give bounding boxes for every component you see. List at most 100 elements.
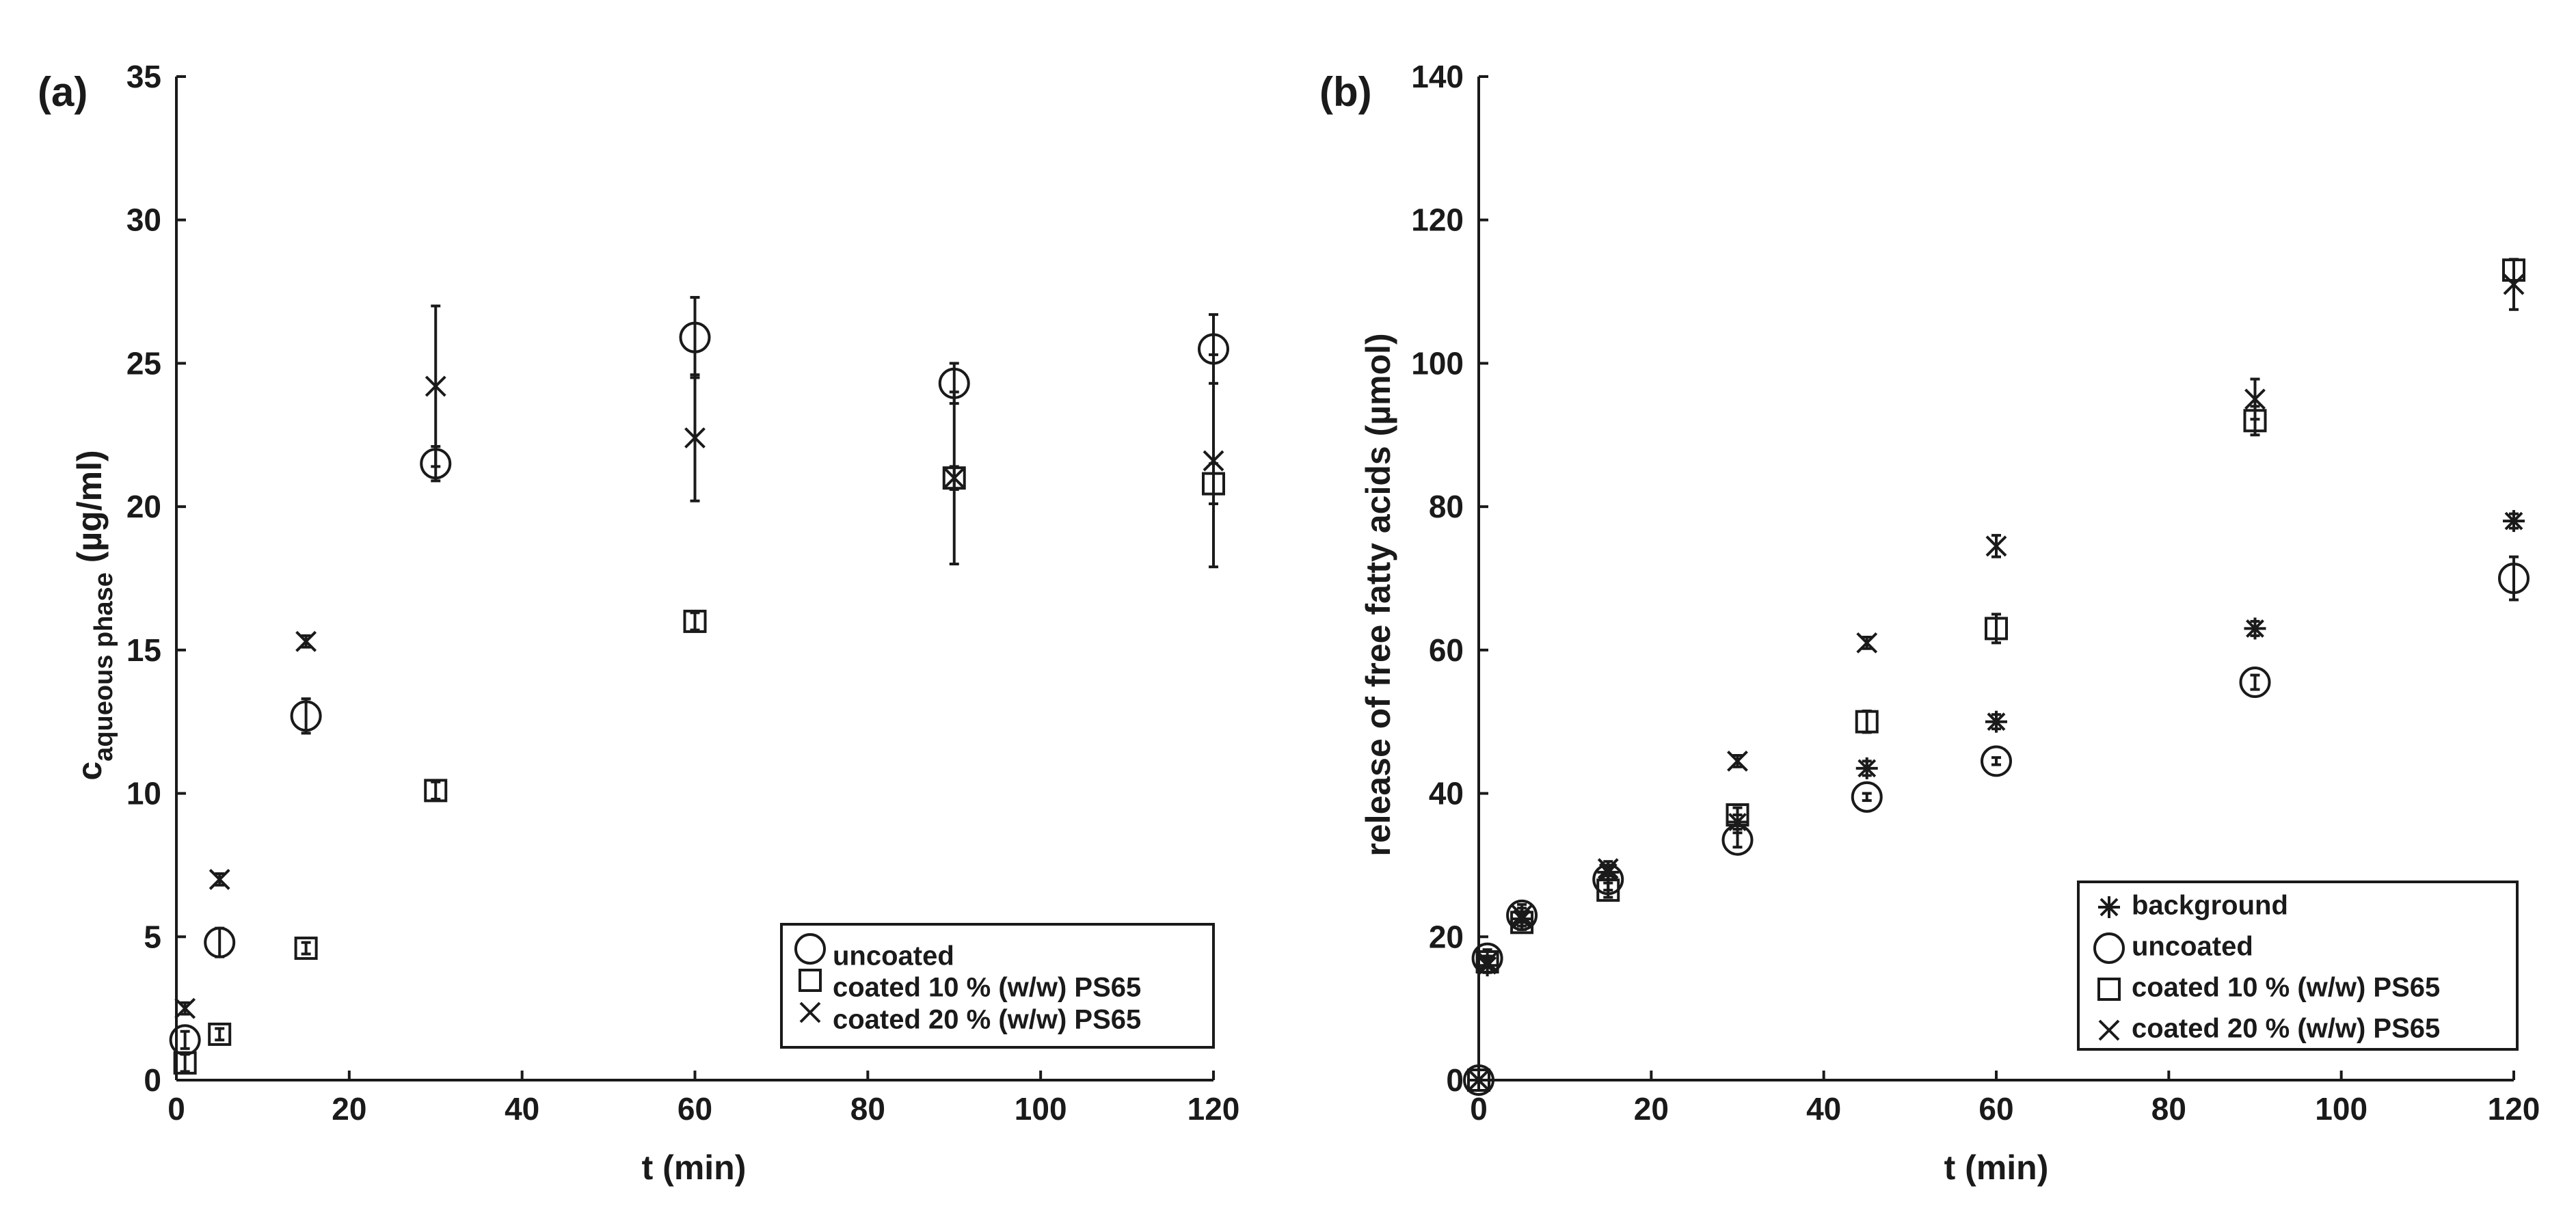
panel-b-legend-marker-uncoated <box>2093 932 2125 964</box>
panel-b-y-tick-label: 60 <box>1429 632 1464 668</box>
panel-b-legend-marker-coated-20-w-w-ps65 <box>2098 1019 2120 1041</box>
panel-a-legend-label-coated-20: coated 20 % (w/w) PS65 <box>833 1005 1141 1035</box>
panel-b-legend-label-coated-20: coated 20 % (w/w) PS65 <box>2132 1014 2440 1044</box>
panel-b: (b) release of free fatty acids (µmol) t… <box>1319 59 2540 1187</box>
panel-b-x-tick-label: 60 <box>1978 1091 2013 1127</box>
panel-a-x-tick-label: 80 <box>850 1091 885 1127</box>
panel-b-y-axis-label: release of free fatty acids (µmol) <box>1359 333 1397 856</box>
panel-a-y-tick-label: 20 <box>126 489 161 524</box>
panel-a-point-coated-20-w-w-ps65 <box>943 467 965 489</box>
panel-b-point-uncoated <box>1981 745 2012 777</box>
panel-a-point-coated-20-w-w-ps65 <box>425 375 446 397</box>
panel-a-y-tick-label: 0 <box>144 1062 161 1098</box>
panel-b-y-tick-label: 80 <box>1429 489 1464 524</box>
panel-a-point-coated-10-w-w-ps65 <box>208 1022 232 1046</box>
panel-b-point-coated-20-w-w-ps65 <box>1856 632 1878 654</box>
panel-a-errorbar-coated-10-w-w-ps65 <box>180 1053 190 1073</box>
panel-a-point-coated-20-w-w-ps65 <box>209 868 230 890</box>
panel-a-legend-marker-coated-10-w-w-ps65 <box>799 969 822 992</box>
panel-b-point-coated-10-w-w-ps65 <box>1475 950 1499 973</box>
panel-a-ylabel-main: c <box>70 762 109 781</box>
panel-a-x-axis-label: t (min) <box>642 1148 747 1187</box>
panel-a-x-tick-label: 40 <box>505 1091 539 1127</box>
panel-b-errorbar-uncoated <box>1862 792 1872 803</box>
panel-a-errorbar-uncoated <box>301 697 311 735</box>
panel-b-point-coated-20-w-w-ps65 <box>2503 273 2525 295</box>
panel-b-point-coated-20-w-w-ps65 <box>2244 388 2266 410</box>
panel-a-y-tick-label: 10 <box>126 776 161 811</box>
panel-a-point-uncoated <box>679 321 711 353</box>
panel-b-y-tick-label: 20 <box>1429 919 1464 954</box>
panel-b-point-coated-20-w-w-ps65 <box>1511 904 1533 926</box>
panel-b-legend-label-uncoated: uncoated <box>2132 932 2253 962</box>
panel-a-point-coated-20-w-w-ps65 <box>295 630 317 652</box>
panel-b-errorbar-uncoated <box>2250 673 2260 691</box>
panel-b-y-tick-label: 100 <box>1411 345 1464 381</box>
panel-b-legend: background uncoated coated 10 % (w/w) PS… <box>2077 881 2519 1051</box>
panel-b-point-uncoated <box>2498 563 2530 594</box>
panel-b-errorbar-coated-10-w-w-ps65 <box>1732 806 1743 824</box>
panel-b-data-marks <box>1463 258 2530 1096</box>
panel-b-legend-label-coated-10: coated 10 % (w/w) PS65 <box>2132 973 2440 1003</box>
panel-a-point-coated-20-w-w-ps65 <box>684 427 706 448</box>
panel-a-errorbar-coated-10-w-w-ps65 <box>431 780 441 801</box>
panel-b-point-background <box>1985 710 2007 733</box>
panel-b-point-coated-10-w-w-ps65 <box>1726 803 1749 827</box>
panel-b-y-tick-label: 120 <box>1411 202 1464 238</box>
panel-b-point-uncoated <box>1851 781 1883 813</box>
panel-b-point-coated-10-w-w-ps65 <box>1467 1069 1490 1092</box>
panel-a-y-tick-label: 25 <box>126 345 161 381</box>
panel-a-label: (a) <box>38 69 88 115</box>
panel-a-x-tick-label: 120 <box>1188 1091 1240 1127</box>
panel-a-point-coated-10-w-w-ps65 <box>424 779 448 803</box>
panel-a-axes: 0 20 40 60 80 100 120 0 5 10 15 20 25 30 35 <box>126 59 1240 1127</box>
panel-a-y-axis-label: caqueous phase (µg/ml) <box>70 450 118 780</box>
panel-b-point-uncoated <box>1463 1064 1494 1096</box>
panel-a-legend-marker-uncoated <box>794 933 826 965</box>
panel-b-point-background <box>1855 757 1878 779</box>
panel-a-legend-marker-coated-20-w-w-ps65 <box>799 1002 821 1023</box>
panel-a-point-uncoated <box>290 700 322 732</box>
panel-a-legend-label-coated-10: coated 10 % (w/w) PS65 <box>833 973 1141 1003</box>
panel-b-point-background <box>2503 510 2525 533</box>
panel-b-y-tick-label: 40 <box>1429 776 1464 811</box>
panel-b-point-coated-10-w-w-ps65 <box>1985 617 2008 641</box>
panel-b-point-coated-10-w-w-ps65 <box>1596 878 1620 902</box>
panel-b-point-background <box>2244 617 2266 640</box>
panel-b-x-tick-label: 80 <box>2151 1091 2186 1127</box>
panel-a-point-coated-10-w-w-ps65 <box>173 1051 197 1075</box>
panel-b-point-coated-20-w-w-ps65 <box>1477 951 1499 973</box>
panel-a-x-tick-label: 20 <box>332 1091 366 1127</box>
panel-a-point-coated-10-w-w-ps65 <box>683 609 707 633</box>
panel-a-y-tick-label: 15 <box>126 632 161 668</box>
panel-b-point-uncoated <box>2239 667 2271 699</box>
panel-a-errorbar-coated-10-w-w-ps65 <box>690 611 700 632</box>
panel-a-legend-markers <box>794 933 826 1023</box>
panel-b-point-coated-20-w-w-ps65 <box>1727 750 1748 772</box>
panel-b-x-axis-label: t (min) <box>1944 1148 2049 1187</box>
panel-b-x-tick-label: 0 <box>1470 1091 1488 1127</box>
panel-a-point-coated-20-w-w-ps65 <box>174 997 196 1019</box>
panel-b-errorbar-uncoated <box>1991 756 2001 766</box>
panel-b-label: (b) <box>1319 69 1372 115</box>
panel-a-x-tick-label: 100 <box>1015 1091 1067 1127</box>
panel-a-point-uncoated <box>204 926 236 958</box>
panel-b-legend-marker-coated-10-w-w-ps65 <box>2097 978 2121 1001</box>
panel-a-point-coated-20-w-w-ps65 <box>1203 450 1224 472</box>
panel-b-errorbar-coated-10-w-w-ps65 <box>1603 881 1613 899</box>
panel-a-legend-label-uncoated: uncoated <box>833 941 954 971</box>
panel-b-point-coated-20-w-w-ps65 <box>1468 1069 1490 1091</box>
panel-b-x-tick-label: 40 <box>1806 1091 1841 1127</box>
panel-a-y-tick-label: 35 <box>126 59 161 94</box>
panel-b-errorbar-uncoated <box>1732 831 1743 849</box>
panel-b-x-tick-label: 100 <box>2315 1091 2367 1127</box>
panel-a-y-tick-label: 5 <box>144 919 161 954</box>
panel-b-x-tick-label: 120 <box>2488 1091 2540 1127</box>
panel-a-y-tick-label: 30 <box>126 202 161 238</box>
panel-b-point-coated-10-w-w-ps65 <box>1855 710 1879 734</box>
panel-a-x-tick-label: 0 <box>167 1091 185 1127</box>
panel-a-point-coated-10-w-w-ps65 <box>294 937 318 960</box>
panel-b-legend-label-background: background <box>2132 891 2288 921</box>
panel-a-ylabel-unit: (µg/ml) <box>70 450 109 572</box>
